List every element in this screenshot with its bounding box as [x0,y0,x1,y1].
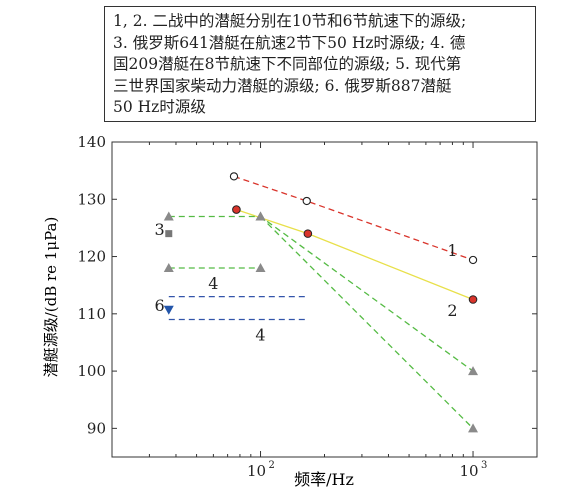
y-tick-label-1: 100 [77,362,106,380]
series-0-point-1 [302,196,311,206]
series-3-point-1 [255,263,266,272]
series-label-2: 3 [155,220,165,239]
y-tick-label-5: 140 [77,133,106,151]
series-1-point-0 [232,205,241,214]
legend-line-1: 1, 2. 二战中的潜艇分别在10节和6节航速下的源级; [113,12,467,30]
series-label-8: 6 [155,296,165,315]
series-1-point-1 [303,229,313,238]
x-tick-exponent-0: 2 [269,460,275,471]
series-labels: 1 2 3 4 4 6 [155,220,458,344]
series-8-point-0 [163,305,174,315]
legend-line-4: 三世界国家柴动力潜艇的源级; 6. 俄罗斯887潜艇 [113,76,452,95]
y-tick-label-3: 120 [77,248,106,266]
series-6-point-0 [163,211,174,221]
y-axis-label: 潜艇源级/(dB re 1μPa) [42,217,60,378]
x-tick-label-1: 10 [459,462,478,480]
series-line-6 [168,215,474,372]
series-line-0 [233,175,474,261]
series-layer [163,172,479,433]
y-tick-label-0: 90 [87,419,106,437]
series-0-point-2 [468,255,478,265]
series-line-1 [236,208,474,301]
x-tick-exponent-1: 3 [481,460,487,471]
series-label-1: 2 [447,301,457,320]
x-axis-label: 频率/Hz [294,470,354,489]
series-line-7 [260,216,474,429]
series-label-3: 4 [208,274,218,293]
series-2-point-0 [165,230,173,238]
series-label-0: 1 [447,241,457,260]
series-7-point-1 [468,423,479,433]
series-label-4: 4 [255,326,265,345]
y-tick-label-2: 110 [77,305,106,323]
series-0-point-0 [229,172,239,181]
series-7-point-0 [255,211,266,221]
series-3-point-0 [163,263,174,272]
y-tick-label-4: 130 [77,190,106,208]
x-tick-label-0: 10 [247,462,266,480]
legend-line-2: 3. 俄罗斯641潜艇在航速2节下50 Hz时源级; 4. 德 [113,33,466,52]
series-1-point-2 [468,295,478,304]
legend-line-5: 50 Hz时源级 [113,98,206,116]
series-6-point-2 [468,366,479,376]
legend-line-3: 国209潜艇在8节航速下不同部位的源级; 5. 现代第 [113,55,462,73]
legend-box: 1, 2. 二战中的潜艇分别在10节和6节航速下的源级; 3. 俄罗斯641潜艇… [104,6,536,122]
